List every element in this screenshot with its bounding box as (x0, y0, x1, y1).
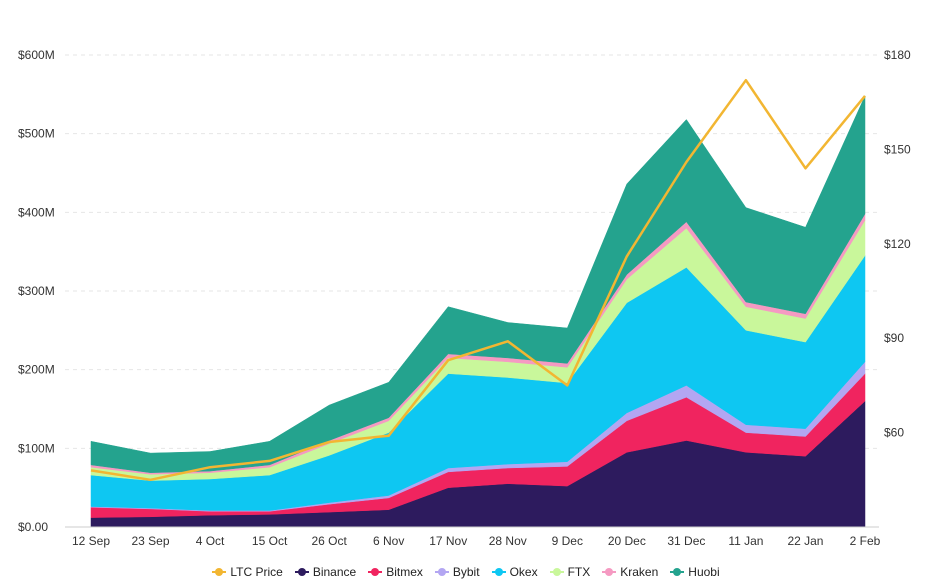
legend-marker-icon (602, 567, 617, 577)
y-right-tick-label: $150 (884, 142, 911, 156)
y-left-tick-label: $500M (18, 127, 55, 141)
x-tick-label: 15 Oct (252, 534, 288, 548)
legend-label: Bybit (452, 565, 480, 579)
legend-marker-icon (549, 567, 564, 577)
y-left-tick-label: $0.00 (18, 520, 48, 534)
price-line (90, 78, 866, 482)
x-tick-label: 12 Sep (72, 534, 110, 548)
legend-marker-icon (294, 567, 309, 577)
y-right-tick-label: $90 (884, 331, 904, 345)
area-series (90, 95, 866, 528)
legend-label: Bitmex (386, 565, 423, 579)
legend-item-ltc-price[interactable]: LTC Price (212, 565, 283, 579)
y-left-tick-label: $300M (18, 284, 55, 298)
stacked-area-chart: $0.00 $100M $200M $300M $400M $500M $600M $60 $9… (18, 48, 911, 548)
y-right-tick-label: $60 (884, 426, 904, 440)
legend-item-ftx[interactable]: FTX (549, 565, 591, 579)
x-tick-label: 28 Nov (489, 534, 527, 548)
legend-item-huobi[interactable]: Huobi (670, 565, 720, 579)
legend-marker-icon (434, 567, 449, 577)
line-series-ltc-price[interactable] (90, 78, 866, 482)
legend-item-kraken[interactable]: Kraken (602, 565, 658, 579)
legend-item-bitmex[interactable]: Bitmex (368, 565, 423, 579)
legend-label: FTX (567, 565, 591, 579)
x-tick-label: 31 Dec (667, 534, 705, 548)
legend-label: Kraken (620, 565, 659, 579)
x-tick-label: 23 Sep (132, 534, 170, 548)
y-left-tick-label: $100M (18, 441, 55, 455)
x-tick-label: 11 Jan (728, 534, 763, 548)
legend-label: Binance (312, 565, 357, 579)
x-tick-label: 2 Feb (850, 534, 881, 548)
legend-item-okex[interactable]: Okex (491, 565, 538, 579)
x-tick-label: 26 Oct (311, 534, 347, 548)
y-right-tick-label: $120 (884, 237, 911, 251)
legend-marker-icon (670, 567, 685, 577)
y-left-tick-label: $400M (18, 205, 55, 219)
legend-marker-icon (491, 567, 506, 577)
legend-item-binance[interactable]: Binance (294, 565, 357, 579)
chart-legend: LTC Price Binance Bitmex Bybit Okex FTX Kraken… (0, 560, 932, 584)
y-left-tick-label: $200M (18, 363, 55, 377)
legend-label: Huobi (688, 565, 720, 579)
y-right-tick-label: $180 (884, 48, 911, 62)
x-tick-label: 4 Oct (196, 534, 225, 548)
axes: $0.00 $100M $200M $300M $400M $500M $600M $60 $9… (18, 48, 911, 548)
x-tick-label: 17 Nov (429, 534, 467, 548)
x-tick-label: 22 Jan (787, 534, 823, 548)
x-tick-label: 20 Dec (608, 534, 646, 548)
legend-label: Okex (509, 565, 538, 579)
y-left-tick-label: $600M (18, 48, 55, 62)
legend-marker-icon (368, 567, 383, 577)
x-tick-label: 9 Dec (552, 534, 583, 548)
legend-label: LTC Price (230, 565, 283, 579)
x-tick-label: 6 Nov (373, 534, 404, 548)
legend-marker-icon (212, 567, 227, 577)
legend-item-bybit[interactable]: Bybit (434, 565, 480, 579)
